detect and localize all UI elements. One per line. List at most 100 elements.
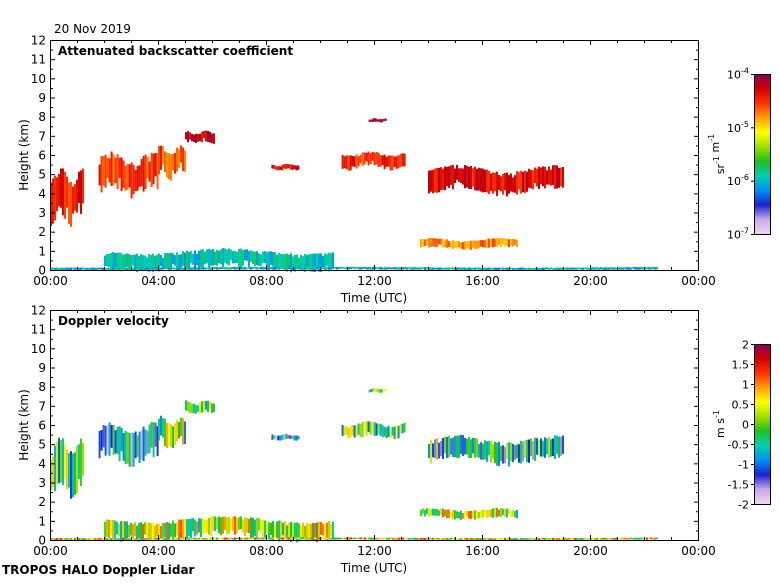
colorbar-segment bbox=[754, 468, 770, 471]
colorbar-segment bbox=[754, 166, 770, 169]
colorbar-segment bbox=[754, 220, 770, 223]
colorbar-segment bbox=[754, 416, 770, 419]
colorbar-segment bbox=[754, 380, 770, 383]
heatmap-feature bbox=[428, 164, 564, 197]
colorbar-segment bbox=[754, 120, 770, 123]
colorbar-segment bbox=[754, 94, 770, 97]
colorbar-segment bbox=[754, 144, 770, 147]
colorbar-segment bbox=[754, 176, 770, 179]
colorbar-segment bbox=[754, 358, 770, 361]
y-tick-label: 11 bbox=[31, 53, 46, 67]
colorbar-segment bbox=[754, 478, 770, 481]
colorbar-segment bbox=[754, 148, 770, 151]
colorbar-tick-label: -0.5 bbox=[728, 439, 749, 452]
heatmap-feature bbox=[158, 415, 186, 449]
colorbar-segment bbox=[754, 460, 770, 463]
colorbar-segment bbox=[754, 452, 770, 455]
colorbar-segment bbox=[754, 458, 770, 461]
colorbar-segment bbox=[754, 208, 770, 211]
colorbar-tick-label: 1 bbox=[742, 379, 749, 392]
colorbar-segment bbox=[754, 118, 770, 121]
colorbar-segment bbox=[754, 368, 770, 371]
x-axis-label: Time (UTC) bbox=[340, 291, 407, 305]
y-tick-label: 1 bbox=[38, 244, 46, 258]
colorbar-segment bbox=[754, 88, 770, 91]
colorbar-tick-label: 10-5 bbox=[727, 120, 749, 135]
colorbar-segment bbox=[754, 114, 770, 117]
y-tick-label: 4 bbox=[38, 457, 46, 471]
x-tick-label: 00:00 bbox=[33, 544, 68, 558]
colorbar-segment bbox=[754, 136, 770, 139]
colorbar-segment bbox=[754, 160, 770, 163]
colorbar-segment bbox=[754, 132, 770, 135]
heatmap-feature bbox=[341, 151, 406, 171]
colorbar-segment bbox=[754, 440, 770, 443]
colorbar-segment bbox=[754, 436, 770, 439]
colorbar-segment bbox=[754, 138, 770, 141]
colorbar-segment bbox=[754, 408, 770, 411]
colorbar-segment bbox=[754, 74, 770, 77]
colorbar-segment bbox=[754, 406, 770, 409]
y-tick-label: 3 bbox=[38, 476, 46, 490]
colorbar-segment bbox=[754, 394, 770, 397]
colorbar-segment bbox=[754, 346, 770, 349]
colorbar-segment bbox=[754, 400, 770, 403]
x-tick-label: 04:00 bbox=[141, 274, 176, 288]
colorbar-segment bbox=[754, 384, 770, 387]
colorbar-segment bbox=[754, 98, 770, 101]
colorbar-segment bbox=[754, 418, 770, 421]
instrument-label: TROPOS HALO Doppler Lidar bbox=[2, 563, 195, 577]
colorbar-segment bbox=[754, 372, 770, 375]
colorbar-segment bbox=[754, 158, 770, 161]
colorbar-segment bbox=[754, 198, 770, 201]
y-tick-label: 3 bbox=[38, 206, 46, 220]
colorbar-segment bbox=[754, 152, 770, 155]
y-tick-label: 8 bbox=[38, 110, 46, 124]
colorbar-segment bbox=[754, 80, 770, 83]
colorbar-segment bbox=[754, 474, 770, 477]
colorbar-segment bbox=[754, 410, 770, 413]
heatmap-data bbox=[50, 118, 658, 273]
colorbar-segment bbox=[754, 212, 770, 215]
colorbar-segment bbox=[754, 108, 770, 111]
y-tick-label: 12 bbox=[31, 34, 46, 48]
colorbar-segment bbox=[754, 422, 770, 425]
x-tick-label: 12:00 bbox=[357, 274, 392, 288]
colorbar-segment bbox=[754, 84, 770, 87]
colorbar-segment bbox=[754, 232, 770, 235]
colorbar-segment bbox=[754, 188, 770, 191]
y-tick-label: 2 bbox=[38, 495, 46, 509]
colorbar-segment bbox=[754, 182, 770, 185]
y-tick-label: 6 bbox=[38, 419, 46, 433]
colorbar: 10-7 10-6 10-5 10-4 sr-1 m-1 bbox=[707, 67, 771, 242]
colorbar-segment bbox=[754, 378, 770, 381]
colorbar-segment bbox=[754, 130, 770, 133]
colorbar-segment bbox=[754, 366, 770, 369]
colorbar-segment bbox=[754, 210, 770, 213]
colorbar-segment bbox=[754, 446, 770, 449]
colorbar-segment bbox=[754, 186, 770, 189]
colorbar-segment bbox=[754, 92, 770, 95]
colorbar-segment bbox=[754, 428, 770, 431]
heatmap-feature bbox=[104, 516, 334, 543]
y-tick-label: 6 bbox=[38, 149, 46, 163]
colorbar-segment bbox=[754, 96, 770, 99]
colorbar-segment bbox=[754, 162, 770, 165]
colorbar-segment bbox=[754, 356, 770, 359]
colorbar-segment bbox=[754, 454, 770, 457]
y-tick-label: 10 bbox=[31, 342, 46, 356]
heatmap-feature bbox=[185, 400, 215, 414]
colorbar-segment bbox=[754, 170, 770, 173]
colorbar-segment bbox=[754, 214, 770, 217]
colorbar-segment bbox=[754, 154, 770, 157]
colorbar-segment bbox=[754, 466, 770, 469]
y-tick-label: 10 bbox=[31, 72, 46, 86]
colorbar-segment bbox=[754, 200, 770, 203]
colorbar-tick-label: 0.5 bbox=[732, 399, 750, 412]
y-tick-label: 0 bbox=[38, 264, 46, 278]
colorbar-segment bbox=[754, 390, 770, 393]
colorbar-segment bbox=[754, 420, 770, 423]
colorbar-segment bbox=[754, 424, 770, 427]
heatmap-feature bbox=[185, 130, 215, 145]
